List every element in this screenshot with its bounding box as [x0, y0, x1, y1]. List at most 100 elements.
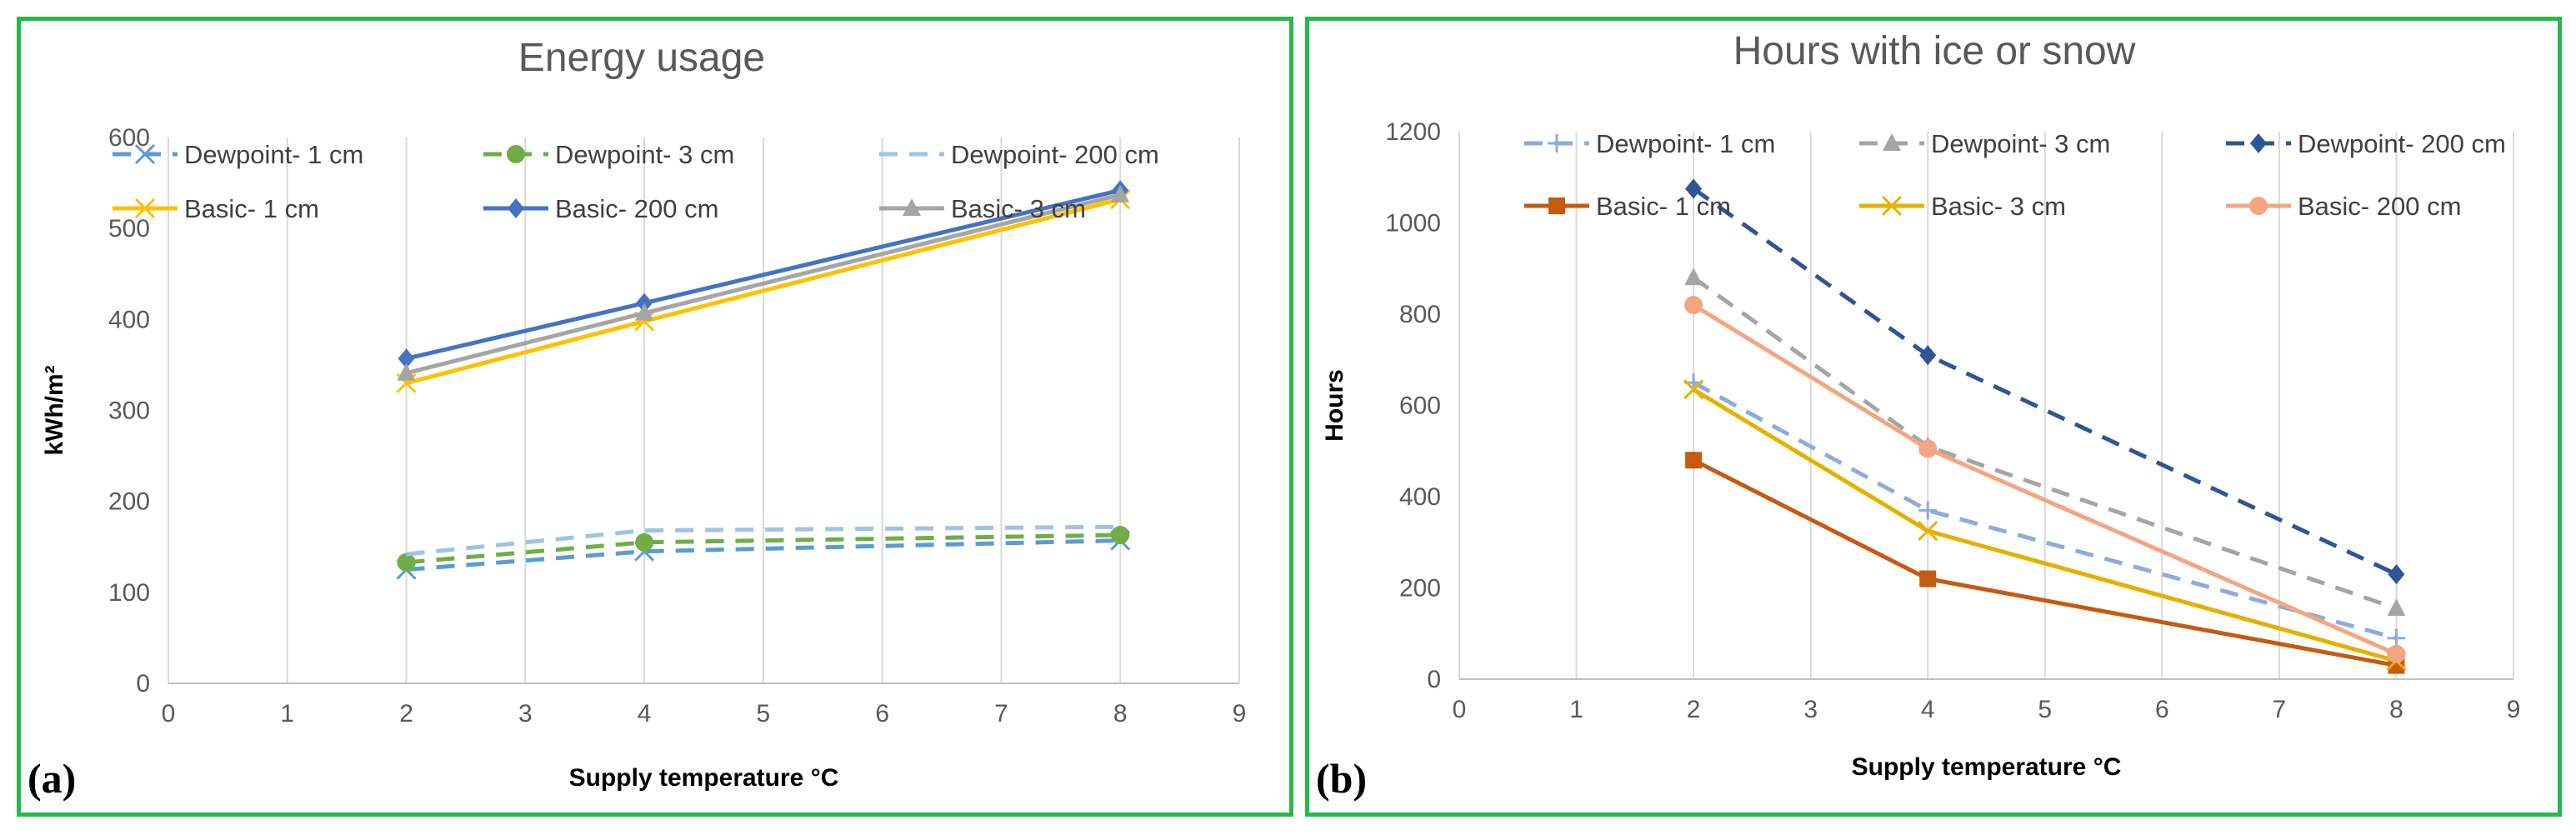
data-point	[1685, 178, 1703, 199]
legend-label: Basic- 3 cm	[1931, 192, 2066, 221]
x-tick-label: 6	[875, 700, 889, 728]
data-point	[1111, 184, 1130, 202]
series-dewpoint-200-cm	[1685, 178, 2405, 585]
data-point	[1919, 570, 1937, 588]
y-axis-label: Hours	[1321, 369, 1348, 442]
x-tick-label: 8	[1113, 700, 1128, 728]
x-tick-label: 4	[638, 700, 652, 728]
legend-marker	[134, 198, 156, 219]
legend-marker	[1548, 134, 1566, 152]
series-dewpoint-3-cm	[397, 526, 1130, 572]
legend-label: Basic- 1 cm	[1596, 192, 1731, 221]
data-point	[1111, 526, 1130, 545]
panel-label-a: (a)	[28, 755, 77, 802]
data-point	[397, 552, 416, 572]
data-point	[2387, 598, 2406, 617]
series-line	[406, 532, 1121, 565]
legend-marker	[134, 143, 156, 165]
y-tick-label: 100	[108, 579, 150, 607]
legend-label: Basic- 200 cm	[2298, 192, 2461, 221]
data-point	[1684, 268, 1703, 286]
data-point	[636, 292, 653, 313]
legend-entry: Dewpoint- 3 cm	[1859, 129, 2110, 158]
x-axis-label: Supply temperature °C	[1852, 753, 2122, 781]
legend-marker	[2250, 133, 2267, 153]
data-point	[398, 348, 415, 369]
y-tick-label: 200	[108, 488, 150, 516]
y-tick-label: 500	[108, 215, 150, 242]
legend-marker	[507, 145, 525, 163]
y-tick-label: 0	[1427, 666, 1441, 693]
legend-entry: Basic- 200 cm	[2226, 192, 2461, 221]
legend-entry: Basic- 3 cm	[879, 194, 1086, 223]
legend-label: Basic- 200 cm	[555, 194, 718, 223]
data-point	[2388, 564, 2405, 585]
y-tick-label: 400	[1399, 483, 1441, 511]
series-line	[406, 538, 1121, 572]
x-tick-label: 5	[757, 700, 771, 728]
legend-entry: Basic- 1 cm	[1524, 192, 1731, 221]
legend-entry: Basic- 1 cm	[113, 194, 319, 223]
data-point	[635, 302, 654, 321]
data-point	[1918, 439, 1938, 458]
x-tick-label: 8	[2389, 696, 2403, 723]
legend-entry: Basic- 200 cm	[483, 194, 718, 223]
data-point	[1685, 452, 1703, 469]
data-point	[1683, 379, 1704, 400]
legend-marker	[1883, 133, 1901, 151]
x-tick-label: 3	[1803, 696, 1818, 723]
y-tick-label: 600	[1399, 392, 1441, 420]
data-point	[635, 532, 654, 552]
series-basic-200-cm	[1684, 296, 2406, 663]
data-point	[397, 362, 416, 381]
series-line	[1692, 276, 2398, 611]
legend-label: Dewpoint- 1 cm	[184, 140, 363, 169]
x-tick-label: 7	[2273, 696, 2287, 723]
chart-title: Hours with ice or snow	[1733, 29, 2136, 73]
y-tick-label: 1200	[1385, 118, 1441, 146]
x-tick-label: 5	[2038, 696, 2052, 723]
legend-entry: Dewpoint- 200 cm	[2226, 129, 2506, 158]
x-tick-label: 6	[2155, 696, 2169, 723]
y-tick-label: 0	[136, 670, 150, 698]
legend-label: Dewpoint- 200 cm	[951, 140, 1159, 169]
legend-entry: Dewpoint- 3 cm	[483, 140, 734, 169]
chart-panel-b: Hours with ice or snow 0 1 2 3 4 5 6 7 8 9 0 200 400 6…	[1305, 17, 2562, 817]
y-tick-label: 300	[108, 398, 150, 425]
data-point	[1919, 345, 1937, 366]
x-tick-label: 1	[280, 700, 294, 728]
x-tick-label: 2	[399, 700, 413, 728]
legend-entry: Dewpoint- 1 cm	[1524, 129, 1775, 158]
data-point	[1918, 501, 1938, 520]
x-tick-label: 1	[1569, 696, 1583, 723]
series-basic-3-cm	[397, 184, 1130, 381]
x-tick-label: 9	[2507, 696, 2521, 723]
legend-label: Dewpoint- 1 cm	[1596, 129, 1775, 158]
legend-label: Dewpoint- 200 cm	[2298, 129, 2506, 158]
legend-marker	[2249, 197, 2268, 215]
y-tick-label: 800	[1399, 301, 1441, 328]
x-tick-label: 0	[162, 700, 176, 728]
series-line	[406, 524, 1121, 557]
legend-entry: Dewpoint- 1 cm	[113, 140, 363, 169]
y-tick-label: 400	[108, 306, 150, 333]
legend-marker	[1881, 195, 1903, 217]
legend-entry: Basic- 3 cm	[1859, 192, 2066, 221]
x-tick-label: 7	[994, 700, 1008, 728]
panel-label-b: (b)	[1316, 755, 1368, 802]
data-point	[1918, 521, 1938, 542]
legend-entry: Dewpoint- 200 cm	[879, 140, 1159, 169]
legend-marker	[1548, 198, 1565, 214]
y-tick-label: 1000	[1385, 210, 1441, 238]
y-axis-label: kWh/m²	[41, 365, 68, 455]
x-tick-label: 2	[1687, 696, 1701, 723]
energy-usage-chart: Energy usage 0 1 2 3 4 5 6 7 8 9 0 100 200 300 400 500 60…	[41, 36, 1247, 792]
y-tick-label: 200	[1399, 575, 1441, 602]
x-axis-label: Supply temperature °C	[569, 764, 839, 792]
hours-ice-snow-chart: Hours with ice or snow 0 1 2 3 4 5 6 7 8 9 0 200 400 6…	[1321, 29, 2521, 781]
legend-label: Basic- 3 cm	[951, 194, 1086, 223]
legend-marker	[903, 198, 921, 216]
x-tick-label: 3	[518, 700, 533, 728]
x-tick-label: 0	[1453, 696, 1467, 723]
x-tick-label: 9	[1233, 700, 1247, 728]
